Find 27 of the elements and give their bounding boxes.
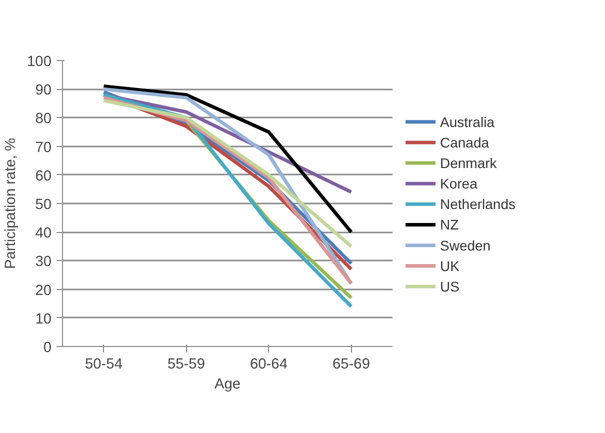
legend-label: UK [440,258,460,274]
legend-label: Netherlands [440,196,516,212]
y-tick-label: 50 [35,197,52,213]
y-tick-label: 60 [35,168,52,184]
x-tick-label: 50-54 [85,356,123,372]
y-tick-label: 100 [27,54,52,70]
legend-label: Canada [440,134,490,150]
y-tick-label: 10 [35,311,52,328]
y-axis-title: Participation rate, % [3,138,20,270]
y-tick-label: 30 [35,254,52,270]
legend-label: Denmark [440,155,498,172]
x-tick-label: 65-69 [332,356,370,372]
legend-label: Australia [440,114,495,130]
y-tick-label: 80 [35,111,52,128]
y-tick-label: 40 [35,226,52,242]
legend-label: Korea [440,176,478,192]
legend-label: US [440,278,460,294]
y-tick-label: 90 [35,82,52,99]
y-tick-label: 20 [35,282,52,299]
x-axis-title: Age [214,376,241,392]
x-tick-label: 55-59 [168,356,206,372]
legend-label: Sweden [440,237,491,254]
y-tick-label: 0 [43,340,52,356]
x-tick-label: 60-64 [250,356,288,372]
line-series [102,84,353,234]
legend-label: NZ [440,216,460,233]
y-tick-label: 70 [35,140,52,156]
